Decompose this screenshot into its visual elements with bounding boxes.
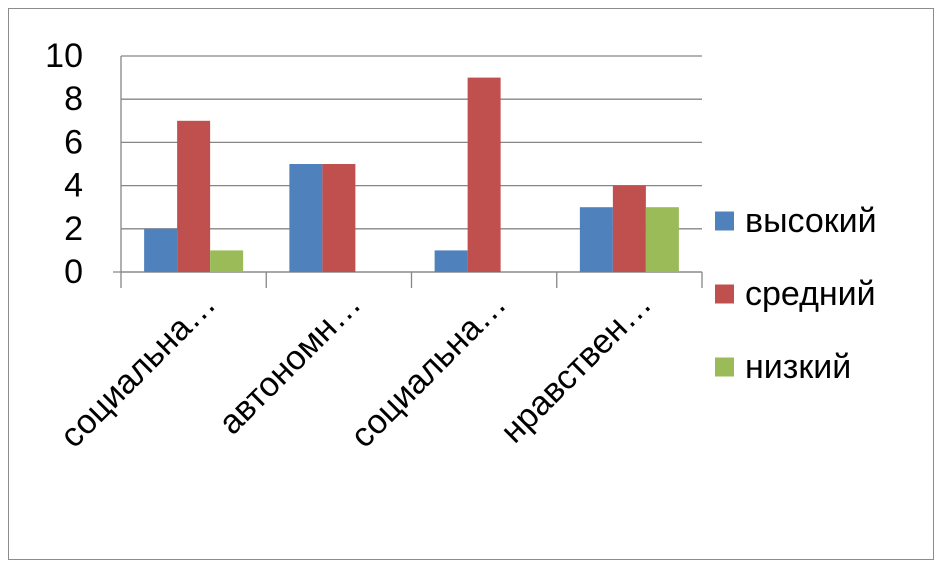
legend-swatch-высокий	[715, 211, 734, 231]
legend-swatch-низкий	[715, 357, 734, 377]
legend-label: средний	[745, 275, 876, 313]
bar-средний	[322, 164, 356, 272]
legend-label: низкий	[745, 348, 851, 386]
bar-высокий	[289, 164, 323, 272]
y-tick-label: 0	[64, 253, 83, 291]
y-tick-label: 6	[64, 123, 83, 161]
chart-frame: 0 2 4 6 8 10 социальна… автономн… социальна… нрав…	[8, 8, 934, 560]
bar-высокий	[144, 228, 178, 272]
legend-swatch-средний	[715, 284, 734, 304]
bar-высокий	[579, 207, 613, 272]
bar-высокий	[434, 250, 468, 272]
bar-средний	[177, 120, 211, 272]
bar-средний	[612, 185, 646, 272]
category-label: нравствен…	[493, 285, 659, 451]
category-label: социальна…	[343, 285, 513, 455]
y-tick-label: 8	[64, 80, 83, 118]
category-label: социальна…	[53, 285, 223, 455]
y-tick-label: 10	[45, 37, 83, 75]
bar-низкий	[210, 250, 244, 272]
bar-chart: 0246810социальна…автономн…социальна…нрав…	[45, 37, 877, 455]
bar-средний	[467, 77, 501, 272]
bar-низкий	[645, 207, 679, 272]
category-label: автономн…	[211, 285, 368, 442]
y-tick-label: 4	[64, 167, 83, 205]
y-tick-label: 2	[64, 210, 83, 248]
legend-label: высокий	[745, 202, 877, 240]
